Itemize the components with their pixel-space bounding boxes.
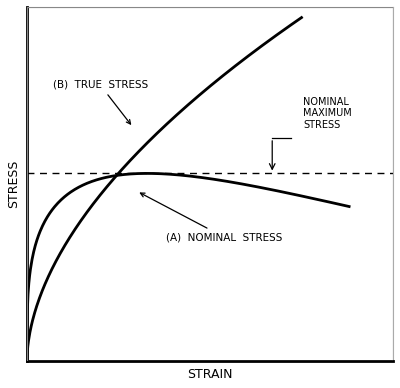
X-axis label: STRAIN: STRAIN [187, 368, 233, 381]
Text: (A)  NOMINAL  STRESS: (A) NOMINAL STRESS [140, 193, 282, 242]
Y-axis label: STRESS: STRESS [7, 160, 20, 208]
Text: (B)  TRUE  STRESS: (B) TRUE STRESS [52, 80, 148, 124]
Text: NOMINAL
MAXIMUM
STRESS: NOMINAL MAXIMUM STRESS [303, 97, 352, 130]
